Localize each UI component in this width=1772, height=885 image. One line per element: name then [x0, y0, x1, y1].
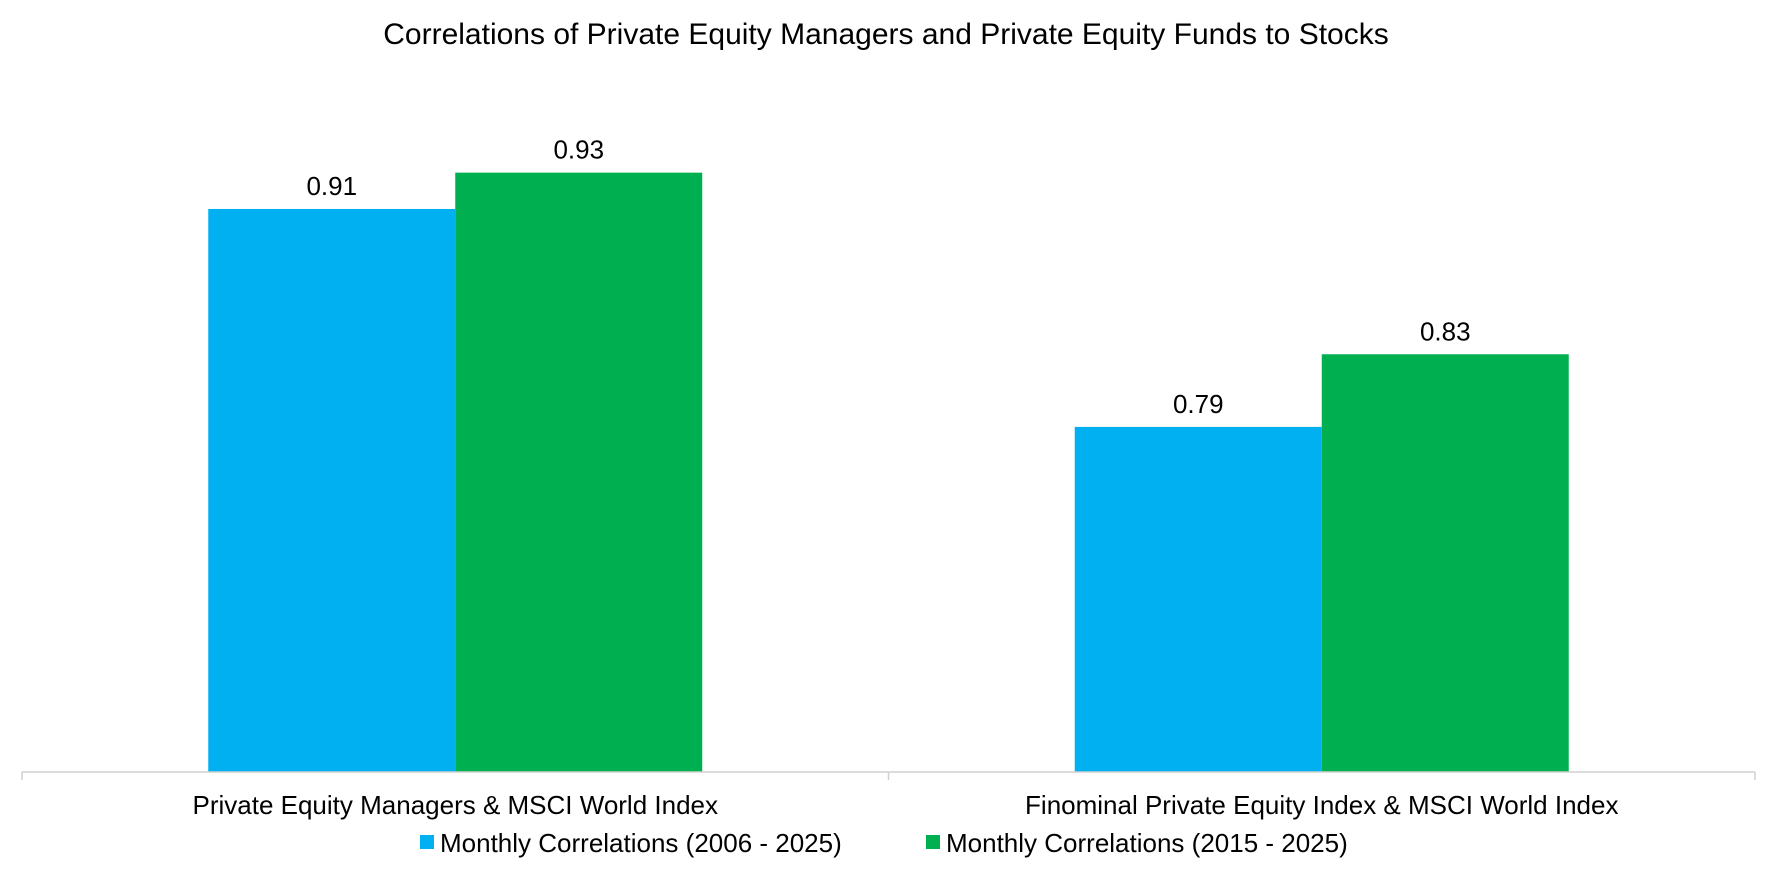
- legend-label-1: Monthly Correlations (2006 - 2025): [440, 828, 842, 858]
- category-label-2: Finominal Private Equity Index & MSCI Wo…: [1025, 790, 1618, 820]
- data-label-series-1-category-2: 0.79: [1173, 389, 1224, 419]
- bar-series-2-category-2: [1321, 354, 1569, 772]
- category-label-1: Private Equity Managers & MSCI World Ind…: [192, 790, 718, 820]
- data-label-series-2-category-2: 0.83: [1420, 316, 1471, 346]
- bars-layer: [208, 172, 1569, 773]
- legend-label-2: Monthly Correlations (2015 - 2025): [946, 828, 1348, 858]
- data-labels-layer: 0.91 0.93 0.79 0.83: [306, 135, 1470, 419]
- data-label-series-2-category-1: 0.93: [553, 135, 604, 165]
- legend-swatch-1: [420, 835, 434, 849]
- legend: Monthly Correlations (2006 - 2025) Monthl…: [420, 828, 1348, 858]
- bar-series-1-category-1: [208, 208, 456, 773]
- x-axis-ticks: [21, 772, 1756, 780]
- category-labels: Private Equity Managers & MSCI World Ind…: [192, 790, 1618, 820]
- bar-series-2-category-1: [455, 172, 703, 772]
- bar-series-1-category-2: [1074, 426, 1322, 772]
- legend-swatch-2: [926, 835, 940, 849]
- chart-title: Correlations of Private Equity Managers …: [383, 18, 1388, 51]
- data-label-series-1-category-1: 0.91: [306, 171, 357, 201]
